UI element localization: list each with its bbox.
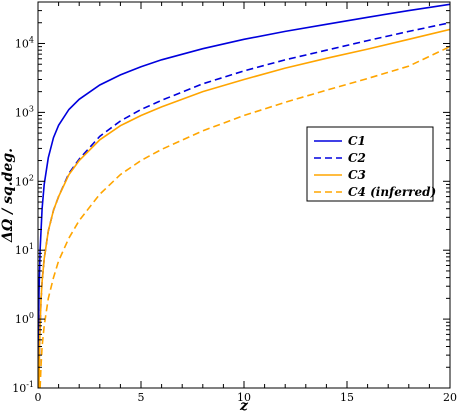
y-tick-label: 104 — [15, 35, 34, 50]
series-line-2 — [38, 21, 450, 388]
x-tick-label: 10 — [237, 391, 251, 404]
legend-label-1: C1 — [348, 134, 366, 148]
y-axis-label: ΔΩ / sq.deg. — [0, 148, 16, 243]
legend-label-2: C2 — [348, 151, 366, 165]
legend-label-4: C4 (inferred) — [348, 185, 436, 199]
y-tick-label: 10-1 — [12, 380, 34, 395]
x-tick-label: 15 — [340, 391, 354, 404]
y-tick-label: 100 — [15, 311, 34, 326]
y-tick-label: 102 — [15, 173, 34, 188]
axis-ticks — [37, 1, 451, 389]
axis-tick-labels: 0 5 10 15 20 10-1 100 101 102 103 104 — [12, 35, 457, 404]
x-axis-label: z — [239, 398, 249, 414]
x-tick-label: 0 — [35, 391, 42, 404]
legend-label-3: C3 — [348, 168, 366, 182]
y-tick-label: 101 — [15, 242, 34, 257]
x-tick-label: 5 — [138, 391, 145, 404]
y-tick-label: 103 — [15, 104, 34, 119]
series-line-3 — [38, 28, 450, 388]
legend: C1 C2 C3 C4 (inferred) — [306, 126, 436, 202]
series-line-4 — [39, 45, 450, 388]
x-tick-label: 20 — [443, 391, 457, 404]
legend-box — [306, 126, 434, 202]
